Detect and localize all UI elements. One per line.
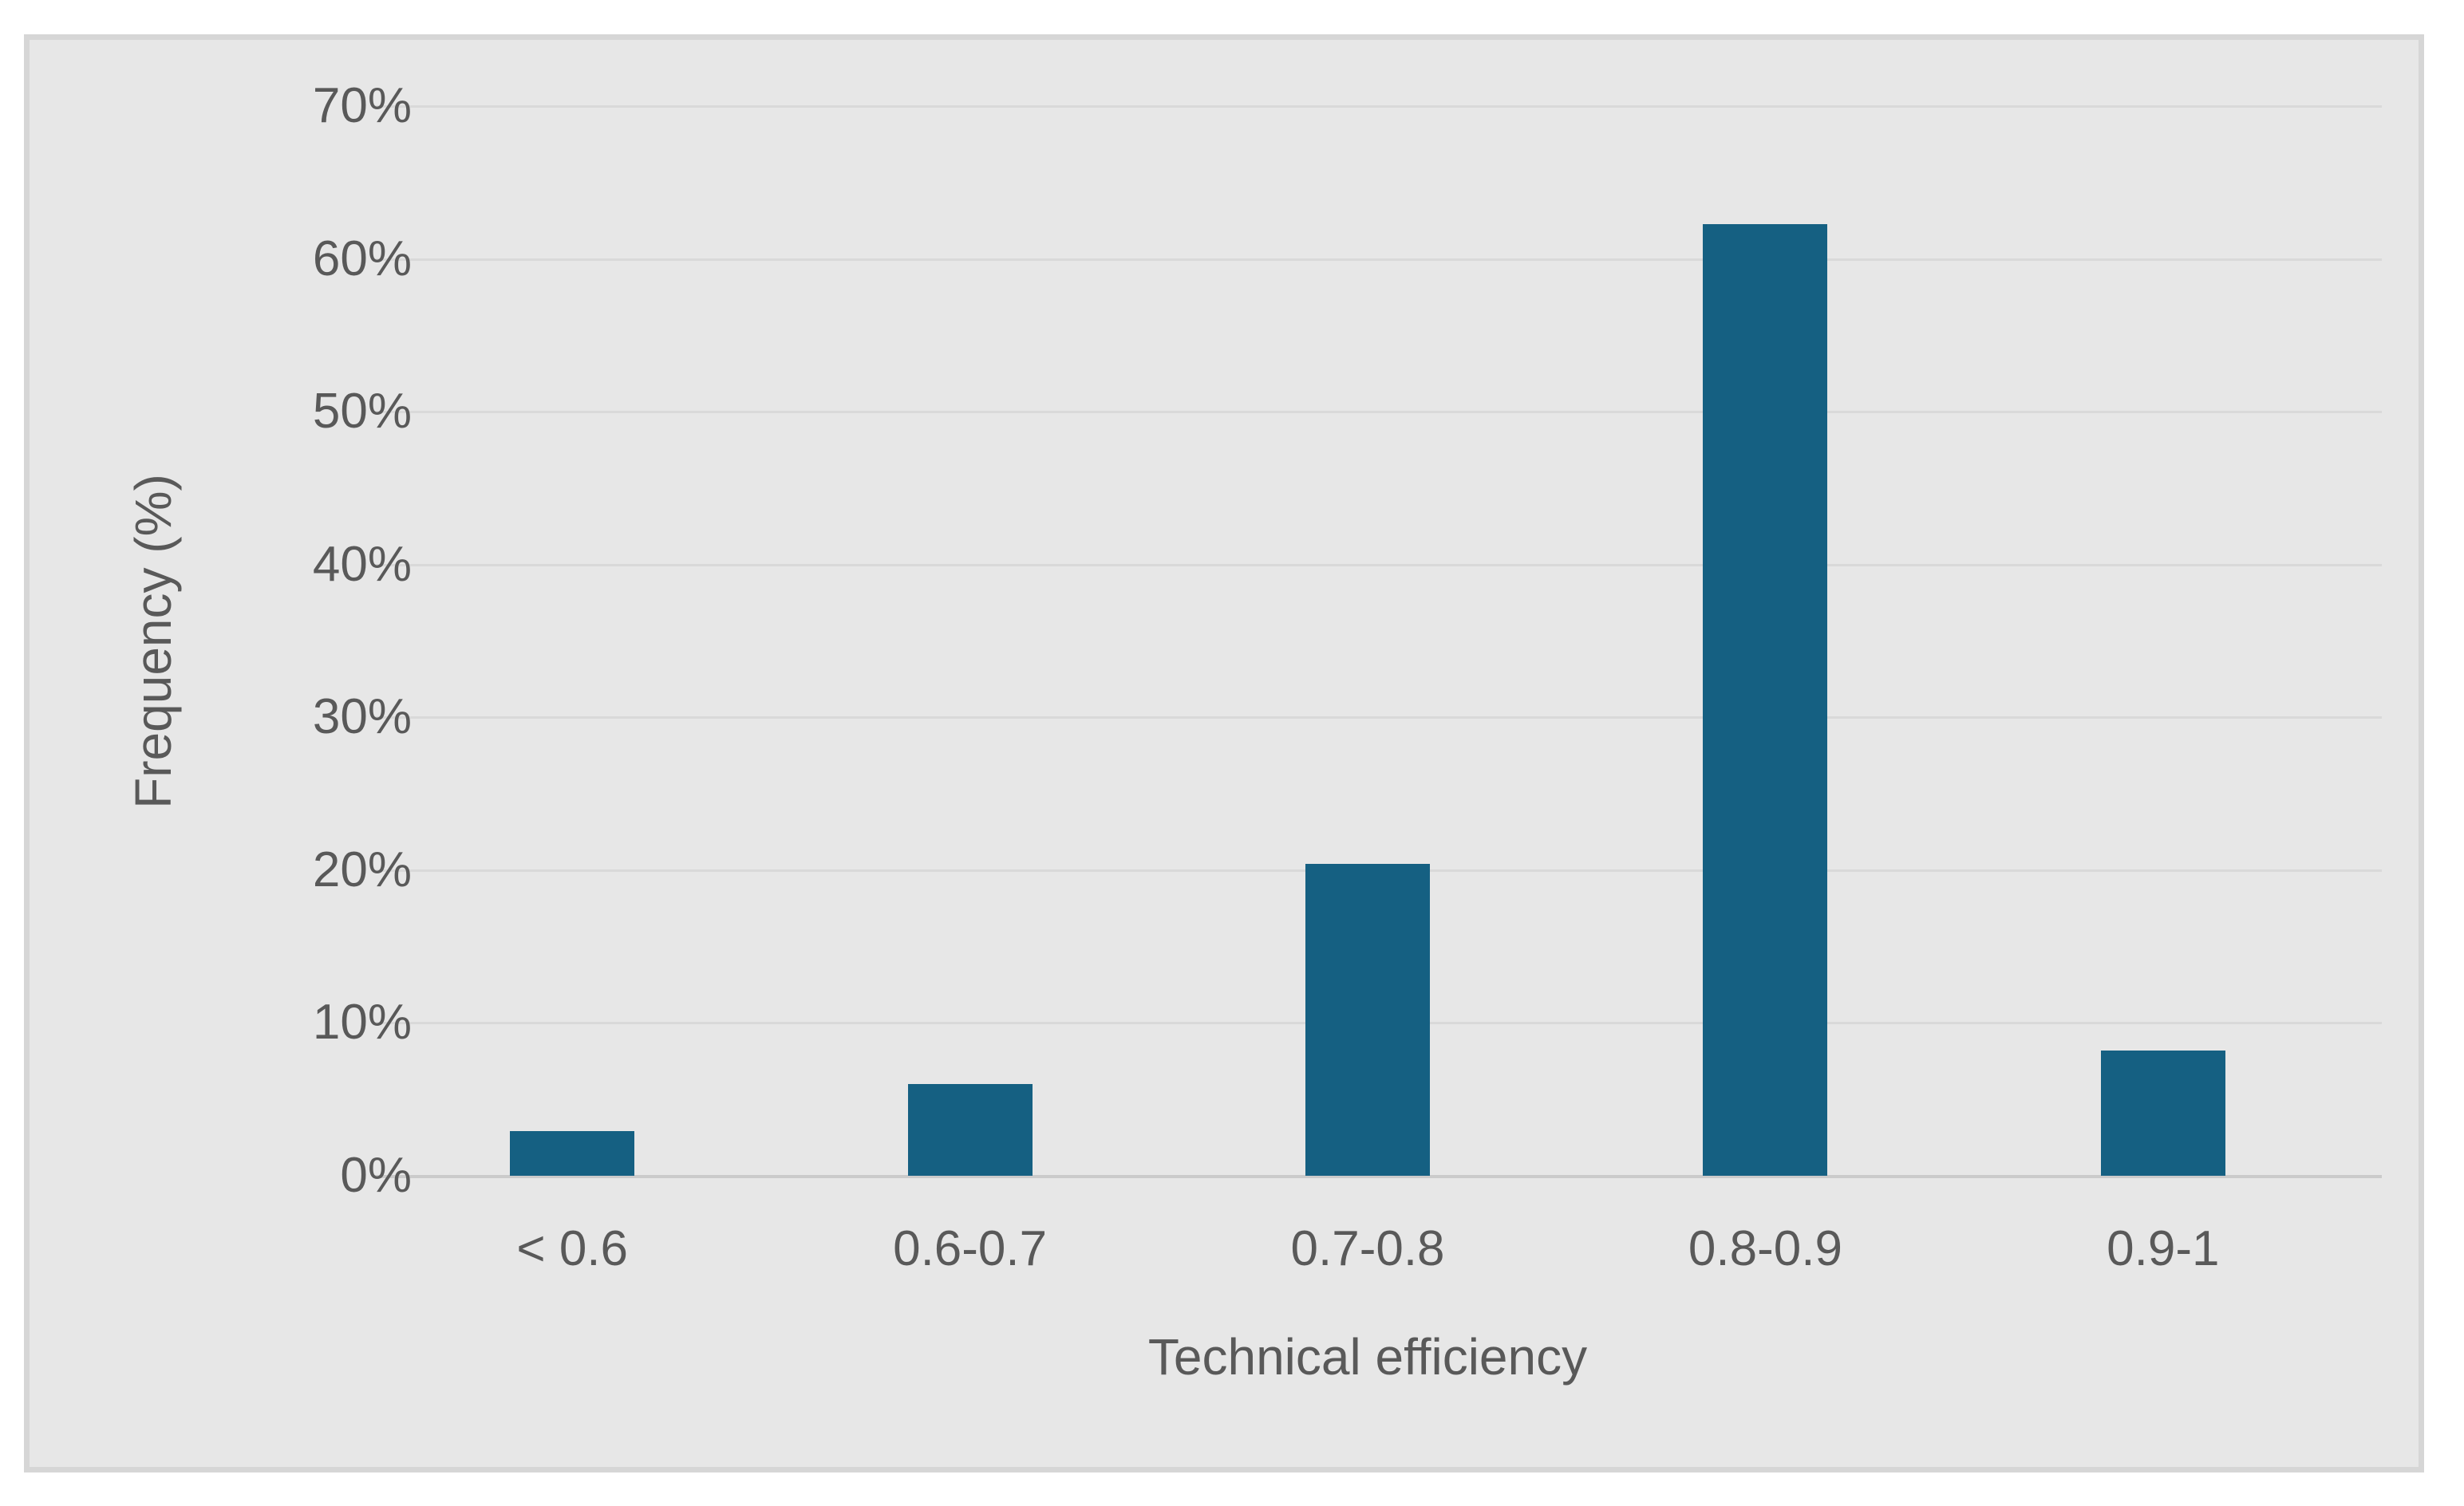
y-tick-label: 70% (312, 78, 412, 133)
bar-slot (1566, 106, 1964, 1176)
y-tick-label: 40% (312, 536, 412, 592)
x-axis-title: Technical efficiency (1147, 1328, 1588, 1386)
plot-area (373, 105, 2382, 1178)
bar-slot (1964, 106, 2362, 1176)
gridline (373, 105, 2382, 108)
x-axis-line (373, 1175, 2382, 1178)
chart-frame: Frequency (%) 0% 10% 20% 30% 40% 50% 60% 70% < … (24, 34, 2424, 1472)
y-tick-label: 20% (312, 842, 412, 897)
y-tick-label: 60% (312, 231, 412, 286)
x-tick-label: < 0.6 (516, 1221, 629, 1276)
y-tick-label: 30% (312, 689, 412, 745)
x-tick-label: 0.9-1 (2107, 1221, 2220, 1276)
x-tick-label: 0.7-0.8 (1290, 1221, 1445, 1276)
bars-row (373, 106, 2362, 1176)
bar-slot (1169, 106, 1566, 1176)
bar (510, 1131, 635, 1176)
bar (2100, 1050, 2225, 1176)
y-tick-label: 50% (312, 384, 412, 440)
gridline (373, 716, 2382, 719)
gridline (373, 258, 2382, 261)
bar (1703, 223, 1828, 1176)
bar (1305, 864, 1431, 1176)
y-tick-label: 0% (340, 1148, 412, 1203)
gridline (373, 411, 2382, 414)
y-tick-label: 10% (312, 995, 412, 1051)
gridline (373, 563, 2382, 566)
x-tick-label: 0.8-0.9 (1688, 1221, 1842, 1276)
x-axis-tick-labels: < 0.6 0.6-0.7 0.7-0.8 0.8-0.9 0.9-1 (373, 1219, 2362, 1279)
bar-slot (771, 106, 1168, 1176)
y-axis-title: Frequency (%) (124, 474, 182, 809)
bar (907, 1084, 1033, 1176)
x-tick-label: 0.6-0.7 (893, 1221, 1048, 1276)
bar-slot (373, 106, 771, 1176)
